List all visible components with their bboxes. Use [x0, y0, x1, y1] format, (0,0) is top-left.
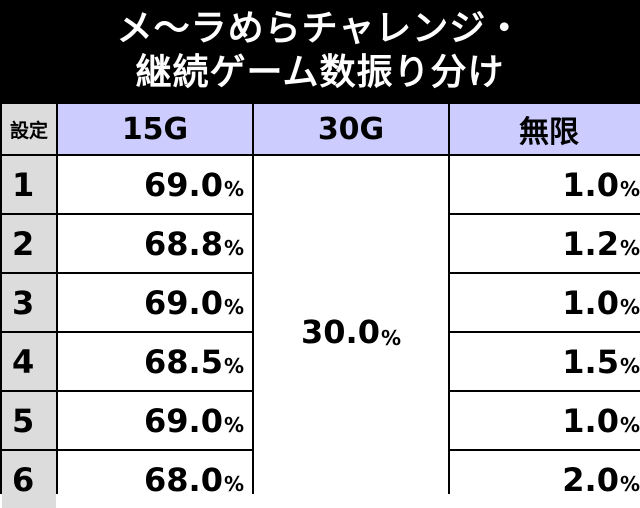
title-line-2: 継続ゲーム数振り分け [135, 52, 505, 93]
value-infinite: 1.0% [450, 156, 640, 213]
value-15g: 69.0% [58, 392, 252, 449]
distribution-table: 設定 15G 30G 無限 1 69.0% 1.0% 2 68.8% 1.2% … [0, 102, 640, 508]
value-infinite: 1.2% [450, 215, 640, 272]
value-infinite: 1.0% [450, 392, 640, 449]
value-15g: 69.0% [58, 274, 252, 331]
value-30g-merged: 30.0% [254, 156, 448, 508]
header-infinite: 無限 [450, 104, 640, 154]
page-title: メ〜ラめらチャレンジ・ 継続ゲーム数振り分け [0, 0, 640, 102]
value-infinite: 1.5% [450, 333, 640, 390]
value-15g: 68.5% [58, 333, 252, 390]
value-15g: 68.0% [58, 451, 252, 508]
setting-cell: 6 [2, 451, 56, 508]
setting-cell: 4 [2, 333, 56, 390]
value-15g: 68.8% [58, 215, 252, 272]
value-infinite: 1.0% [450, 274, 640, 331]
setting-cell: 1 [2, 156, 56, 213]
header-30g: 30G [254, 104, 448, 154]
value-infinite: 2.0% [450, 451, 640, 508]
header-15g: 15G [58, 104, 252, 154]
setting-cell: 2 [2, 215, 56, 272]
setting-cell: 3 [2, 274, 56, 331]
title-line-1: メ〜ラめらチャレンジ・ [116, 8, 524, 49]
setting-cell: 5 [2, 392, 56, 449]
header-setting: 設定 [2, 104, 56, 154]
value-15g: 69.0% [58, 156, 252, 213]
